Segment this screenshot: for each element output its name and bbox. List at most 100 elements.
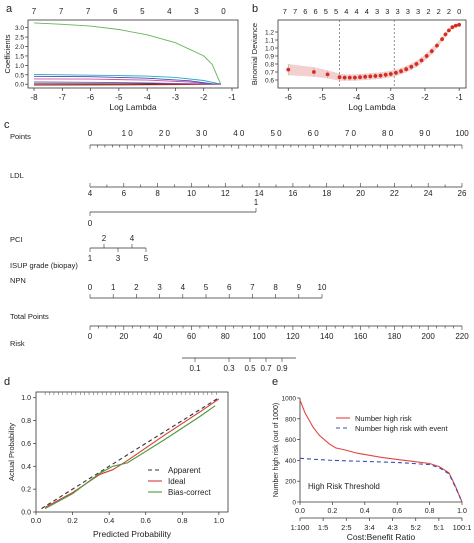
npn-axis-tick-label: 2 (134, 283, 139, 292)
risk-axis-tick-label: 0.9 (276, 364, 288, 373)
panel-d-xtick-label: 0.4 (104, 516, 114, 525)
panel-b-point (399, 69, 403, 74)
panel-b-top-label: 4 (365, 7, 369, 16)
pci-axis-tick-label: 1 (254, 198, 259, 207)
npn-axis-tick-label: 5 (204, 283, 209, 292)
panel-label-a: a (6, 3, 13, 15)
panel-d-legend-label-1: Ideal (168, 477, 186, 486)
panel-e-ytick-label: 600 (285, 437, 296, 444)
panel-e-xtick-top-label: 0.0 (295, 508, 305, 515)
panel-b-xtick-label: -2 (421, 93, 429, 102)
panel-b-point (435, 43, 439, 48)
panel-d-xtick-label: 1.0 (214, 516, 224, 525)
points-axis-label: Points (10, 132, 31, 141)
panel-b-xlabel: Log Lambda (348, 102, 396, 112)
total-points-axis-tick-label: 160 (354, 332, 368, 341)
panel-a-xtick-label: -5 (115, 93, 123, 102)
panel-b-point (311, 70, 316, 74)
npn-axis-tick-label: 4 (181, 283, 186, 292)
panel-d-legend-label-0: Apparent (168, 466, 201, 475)
panel-b-point (447, 28, 451, 33)
panel-b-ytick-label: 1.2 (265, 30, 274, 37)
panel-e-xtick-bottom-label: 4:3 (387, 523, 397, 532)
panel-b-point (383, 72, 388, 77)
ldl-axis-tick-label: 6 (122, 189, 127, 198)
panel-b-point (347, 75, 352, 80)
panel-a-xtick-label: -2 (200, 93, 208, 102)
panel-a-frame (27, 19, 239, 89)
npn-axis-tick-label: 1 (111, 283, 116, 292)
panel-b-top-label: 4 (355, 7, 359, 16)
panel-e-ylabel: Number high risk (out of 1000) (273, 403, 280, 498)
panel-a-top-label: 0 (221, 7, 226, 16)
panel-b-point (363, 74, 368, 79)
panel-a-coef-line-5 (33, 83, 216, 86)
npn-axis-tick-label: 6 (227, 283, 232, 292)
panel-b-point (337, 75, 342, 80)
npn-axis-label: NPN (10, 276, 26, 285)
total-points-axis-tick-label: 140 (320, 332, 334, 341)
panel-e-xtick-bottom-label: 1:5 (318, 523, 328, 532)
total-points-axis-tick-label: 0 (88, 332, 93, 341)
panel-a-top-label: 4 (167, 7, 172, 16)
panel-d-ytick-label: 0.8 (21, 418, 31, 425)
panel-d-xtick-label: 0.8 (177, 516, 187, 525)
panel-d-ytick-label: 0.2 (21, 487, 31, 494)
ldl-axis-tick-label: 8 (155, 189, 160, 198)
risk-axis-tick-label: 0.1 (189, 364, 201, 373)
npn-axis-tick-label: 3 (157, 283, 162, 292)
panel-a-xtick-label: -7 (59, 93, 67, 102)
panel-b-xtick-label: -4 (353, 93, 361, 102)
panel-a-top-label: 7 (59, 7, 64, 16)
points-axis-tick-label: 5 0 (270, 129, 282, 138)
panel-e-legend-label-0: Number high risk (355, 414, 412, 423)
panel-b-point (419, 58, 424, 63)
panel-e-xlabel: Cost:Benefit Ratio (347, 532, 416, 542)
panel-b-point (342, 75, 347, 80)
isup-axis-tick-label: 3 (116, 254, 121, 263)
npn-axis-tick-label: 7 (250, 283, 255, 292)
total-points-axis-tick-label: 120 (286, 332, 300, 341)
panel-d-ylabel: Actual Probability (7, 423, 16, 481)
panel-a-ytick-label: 0.5 (15, 72, 24, 79)
panel-d-ytick-label: 0.0 (21, 510, 31, 517)
panel-b-xtick-label: -3 (387, 93, 395, 102)
panel-b-top-label: 5 (324, 7, 328, 16)
panel-e-ytick-label: 0 (292, 500, 296, 507)
ldl-axis-tick-label: 26 (458, 189, 467, 198)
total-points-axis-tick-label: 180 (388, 332, 402, 341)
panel-e-xtick-top-label: 0.4 (360, 508, 370, 515)
panel-d-ytick-label: 0.6 (21, 441, 31, 448)
panel-d-xtick-label: 0.0 (31, 516, 41, 525)
points-axis-tick-label: 1 0 (122, 129, 134, 138)
points-axis-tick-label: 6 0 (308, 129, 320, 138)
panel-a-ytick-label: 1.0 (15, 63, 24, 70)
panel-d-legend-label-2: Bias-correct (168, 488, 211, 497)
panel-e-series-line-0 (299, 399, 463, 503)
panel-e-ytick-label: 800 (285, 416, 296, 423)
panel-b-ytick-label: 0.9 (265, 54, 274, 61)
points-axis-tick-label: 3 0 (196, 129, 208, 138)
points-axis-tick-label: 7 0 (345, 129, 357, 138)
points-axis-tick-label: 9 0 (419, 129, 431, 138)
risk-axis-tick-label: 0.7 (260, 364, 272, 373)
points-axis-tick-label: 100 (455, 129, 469, 138)
total-points-axis-label: Total Points (10, 312, 49, 321)
panel-b-ytick-label: 1.1 (265, 38, 274, 45)
panel-b-point (378, 73, 383, 78)
ldl-axis-tick-label: 24 (424, 189, 433, 198)
pci-axis-label: PCI (10, 235, 23, 244)
panel-b-point (429, 49, 434, 54)
isup-axis-label: ISUP grade (biopay) (10, 261, 78, 270)
npn-axis-tick-label: 0 (88, 283, 93, 292)
panel-a-top-label: 7 (86, 7, 91, 16)
panel-d-ytick-label: 1.0 (21, 395, 31, 402)
panel-label-d: d (4, 376, 10, 388)
panel-b-top-label: 0 (457, 7, 461, 16)
panel-a-top-label: 3 (194, 7, 199, 16)
panel-a-ytick-label: 2.5 (15, 35, 24, 42)
panel-label-e: e (272, 376, 278, 388)
panel-a-top-label: 6 (113, 7, 118, 16)
panel-d-ytick-label: 0.4 (21, 464, 31, 471)
